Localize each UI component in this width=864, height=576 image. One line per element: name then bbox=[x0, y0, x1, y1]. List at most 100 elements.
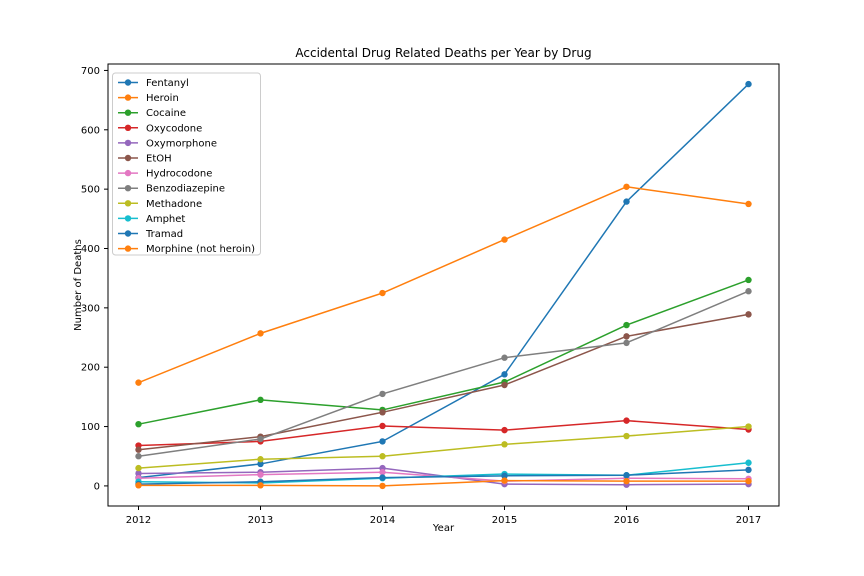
legend-label: Oxycodone bbox=[146, 123, 202, 134]
series-line bbox=[137, 313, 750, 451]
x-tick-label: 2014 bbox=[370, 515, 395, 526]
legend-item-heroin: Heroin bbox=[118, 93, 179, 104]
data-point-marker bbox=[501, 426, 508, 434]
y-tick-label: 700 bbox=[81, 66, 100, 77]
series-line bbox=[137, 279, 750, 425]
legend-marker bbox=[124, 109, 132, 116]
data-point-marker bbox=[501, 371, 508, 378]
data-point-marker bbox=[379, 469, 386, 476]
legend-marker bbox=[124, 185, 132, 192]
data-point-marker bbox=[257, 396, 264, 404]
series-benzodiazepine bbox=[135, 288, 752, 460]
series-heroin bbox=[135, 183, 752, 386]
data-point-marker bbox=[623, 477, 630, 485]
data-point-marker bbox=[379, 453, 386, 460]
legend-label: Morphine (not heroin) bbox=[146, 244, 255, 255]
legend-label: Fentanyl bbox=[146, 78, 189, 89]
data-point-marker bbox=[623, 339, 630, 347]
series-layer bbox=[135, 80, 752, 490]
data-point-marker bbox=[257, 482, 264, 489]
series-etoh bbox=[135, 311, 752, 453]
legend-label: Amphet bbox=[146, 214, 185, 225]
legend: Fentanyl Heroin Cocaine Oxycodone Oxymorphon… bbox=[112, 72, 261, 256]
data-point-marker bbox=[623, 198, 630, 205]
data-point-marker bbox=[623, 417, 630, 424]
y-tick-label: 400 bbox=[81, 244, 100, 255]
legend-item-morphine-not-heroin: Morphine (not heroin) bbox=[118, 244, 255, 255]
series-line bbox=[137, 83, 750, 479]
y-tick-label: 100 bbox=[81, 422, 100, 433]
legend-item-tramad: Tramad bbox=[118, 229, 183, 240]
y-tick-label: 200 bbox=[81, 363, 100, 374]
legend-marker bbox=[124, 154, 132, 162]
legend-item-methadone: Methadone bbox=[118, 199, 202, 210]
legend-label: Benzodiazepine bbox=[146, 184, 225, 195]
data-point-marker bbox=[501, 381, 508, 389]
legend-item-cocaine: Cocaine bbox=[118, 108, 186, 119]
series-line bbox=[137, 186, 750, 384]
data-point-marker bbox=[257, 456, 264, 463]
legend-item-benzodiazepine: Benzodiazepine bbox=[118, 184, 225, 195]
x-axis-label: Year bbox=[432, 523, 455, 534]
series-line bbox=[137, 479, 750, 487]
data-point-marker bbox=[135, 420, 142, 428]
legend-label: Heroin bbox=[146, 93, 179, 104]
data-point-marker bbox=[745, 466, 752, 474]
legend-item-hydrocodone: Hydrocodone bbox=[118, 169, 212, 180]
data-point-marker bbox=[745, 477, 752, 485]
legend-marker bbox=[124, 169, 132, 177]
data-point-marker bbox=[379, 409, 386, 416]
data-point-marker bbox=[379, 390, 386, 398]
chart-title: Accidental Drug Related Deaths per Year … bbox=[295, 46, 591, 60]
data-point-marker bbox=[745, 459, 752, 466]
legend-item-fentanyl: Fentanyl bbox=[118, 78, 189, 89]
x-tick-label: 2016 bbox=[614, 515, 639, 526]
legend-label: EtOH bbox=[146, 154, 172, 165]
data-point-marker bbox=[745, 276, 752, 284]
legend-marker bbox=[124, 215, 132, 222]
data-point-marker bbox=[745, 80, 752, 88]
data-point-marker bbox=[501, 354, 508, 361]
legend-marker bbox=[124, 79, 132, 86]
x-tick-label: 2017 bbox=[736, 515, 761, 526]
x-tick-label: 2013 bbox=[248, 515, 273, 526]
data-point-marker bbox=[745, 423, 752, 430]
legend-item-etoh: EtOH bbox=[118, 154, 172, 165]
data-point-marker bbox=[501, 477, 508, 484]
legend-item-amphet: Amphet bbox=[118, 214, 185, 225]
series-morphine-not-heroin bbox=[135, 477, 752, 490]
y-tick-label: 500 bbox=[81, 185, 100, 196]
data-point-marker bbox=[623, 183, 630, 190]
data-point-marker bbox=[135, 453, 142, 460]
data-point-marker bbox=[623, 472, 630, 479]
series-methadone bbox=[135, 423, 752, 472]
data-point-marker bbox=[379, 474, 386, 481]
axis-text: 0 100 200 300 400 500 600 700 2012 2013 2014 2015 20… bbox=[73, 46, 761, 534]
legend-item-oxymorphone: Oxymorphone bbox=[118, 138, 217, 149]
data-point-marker bbox=[379, 422, 386, 430]
data-point-marker bbox=[623, 333, 630, 340]
series-line bbox=[137, 290, 750, 457]
axes bbox=[104, 63, 780, 510]
y-tick-label: 600 bbox=[81, 125, 100, 136]
legend-marker bbox=[124, 139, 132, 147]
data-point-marker bbox=[135, 379, 142, 386]
legend-marker bbox=[124, 230, 132, 237]
data-point-marker bbox=[501, 236, 508, 243]
data-point-marker bbox=[745, 200, 752, 208]
data-point-marker bbox=[257, 460, 264, 468]
data-point-marker bbox=[135, 470, 142, 477]
legend-marker bbox=[124, 200, 132, 207]
data-point-marker bbox=[257, 471, 264, 478]
legend-label: Methadone bbox=[146, 199, 202, 210]
series-line bbox=[137, 425, 750, 469]
data-point-marker bbox=[379, 289, 386, 297]
series-cocaine bbox=[135, 276, 752, 428]
legend-label: Cocaine bbox=[146, 108, 186, 119]
legend-frame bbox=[112, 72, 261, 256]
data-point-marker bbox=[745, 311, 752, 318]
legend-label: Hydrocodone bbox=[146, 169, 212, 180]
legend-label: Oxymorphone bbox=[146, 138, 217, 149]
data-point-marker bbox=[623, 432, 630, 440]
